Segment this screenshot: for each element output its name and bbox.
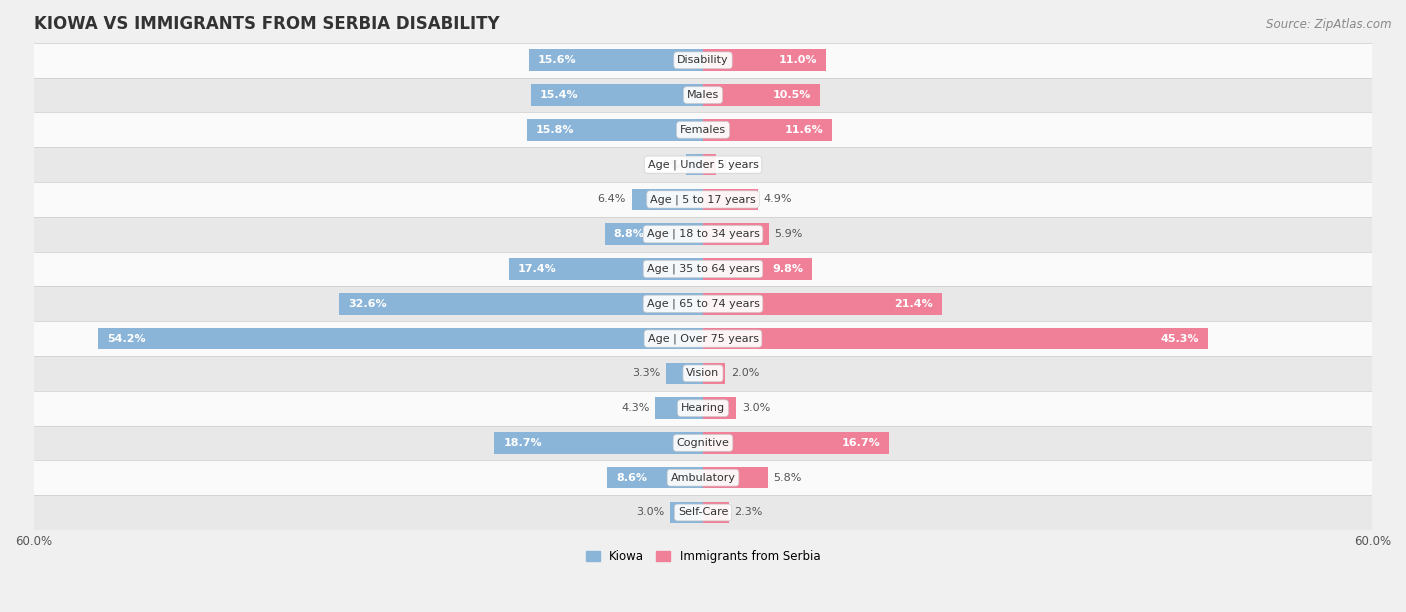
Text: 32.6%: 32.6%	[349, 299, 387, 309]
Text: 17.4%: 17.4%	[517, 264, 557, 274]
Bar	[34, 460, 1372, 495]
Bar	[605, 223, 703, 245]
Bar	[495, 432, 703, 453]
Bar	[703, 293, 942, 315]
Text: 3.0%: 3.0%	[742, 403, 770, 413]
Text: 1.2%: 1.2%	[721, 160, 751, 170]
Text: Age | Over 75 years: Age | Over 75 years	[648, 334, 758, 344]
Bar	[703, 397, 737, 419]
Text: Hearing: Hearing	[681, 403, 725, 413]
Bar	[703, 50, 825, 71]
Bar	[666, 362, 703, 384]
Text: KIOWA VS IMMIGRANTS FROM SERBIA DISABILITY: KIOWA VS IMMIGRANTS FROM SERBIA DISABILI…	[34, 15, 499, 33]
Bar	[339, 293, 703, 315]
Bar	[34, 321, 1372, 356]
Text: Age | 65 to 74 years: Age | 65 to 74 years	[647, 299, 759, 309]
Bar	[34, 286, 1372, 321]
Text: 21.4%: 21.4%	[894, 299, 932, 309]
Bar	[703, 258, 813, 280]
Text: 9.8%: 9.8%	[772, 264, 803, 274]
Bar	[703, 328, 1208, 349]
Bar	[34, 495, 1372, 530]
Bar	[529, 50, 703, 71]
Text: 3.0%: 3.0%	[636, 507, 664, 518]
Text: Ambulatory: Ambulatory	[671, 472, 735, 483]
Bar	[631, 188, 703, 210]
Bar	[655, 397, 703, 419]
Bar	[703, 362, 725, 384]
Text: 4.3%: 4.3%	[621, 403, 650, 413]
Bar	[531, 84, 703, 106]
Bar	[703, 84, 820, 106]
Text: 15.4%: 15.4%	[540, 90, 579, 100]
Text: 54.2%: 54.2%	[107, 334, 146, 343]
Text: Cognitive: Cognitive	[676, 438, 730, 448]
Text: 6.4%: 6.4%	[598, 195, 626, 204]
Bar	[34, 78, 1372, 113]
Bar	[703, 119, 832, 141]
Bar	[34, 217, 1372, 252]
Text: 15.6%: 15.6%	[538, 55, 576, 65]
Text: 2.0%: 2.0%	[731, 368, 759, 378]
Bar	[509, 258, 703, 280]
Bar	[703, 432, 890, 453]
Text: Females: Females	[681, 125, 725, 135]
Bar	[527, 119, 703, 141]
Text: 16.7%: 16.7%	[842, 438, 880, 448]
Bar	[686, 154, 703, 176]
Text: 2.3%: 2.3%	[734, 507, 762, 518]
Text: 18.7%: 18.7%	[503, 438, 541, 448]
Bar	[34, 147, 1372, 182]
Text: Age | 5 to 17 years: Age | 5 to 17 years	[650, 194, 756, 204]
Text: Age | Under 5 years: Age | Under 5 years	[648, 159, 758, 170]
Text: Age | 18 to 34 years: Age | 18 to 34 years	[647, 229, 759, 239]
Text: 15.8%: 15.8%	[536, 125, 574, 135]
Text: 11.6%: 11.6%	[785, 125, 824, 135]
Text: Males: Males	[688, 90, 718, 100]
Text: Age | 35 to 64 years: Age | 35 to 64 years	[647, 264, 759, 274]
Text: 5.9%: 5.9%	[775, 230, 803, 239]
Bar	[34, 43, 1372, 78]
Bar	[607, 467, 703, 488]
Bar	[34, 390, 1372, 425]
Bar	[34, 425, 1372, 460]
Text: Self-Care: Self-Care	[678, 507, 728, 518]
Text: 8.8%: 8.8%	[614, 230, 644, 239]
Bar	[703, 467, 768, 488]
Bar	[34, 252, 1372, 286]
Text: 10.5%: 10.5%	[773, 90, 811, 100]
Text: 3.3%: 3.3%	[633, 368, 661, 378]
Text: 45.3%: 45.3%	[1161, 334, 1199, 343]
Text: Source: ZipAtlas.com: Source: ZipAtlas.com	[1267, 18, 1392, 31]
Bar	[34, 356, 1372, 390]
Text: 5.8%: 5.8%	[773, 472, 801, 483]
Text: 1.5%: 1.5%	[652, 160, 681, 170]
Bar	[98, 328, 703, 349]
Bar	[669, 502, 703, 523]
Bar	[703, 188, 758, 210]
Text: 11.0%: 11.0%	[779, 55, 817, 65]
Bar	[34, 113, 1372, 147]
Bar	[703, 502, 728, 523]
Legend: Kiowa, Immigrants from Serbia: Kiowa, Immigrants from Serbia	[581, 545, 825, 568]
Bar	[34, 182, 1372, 217]
Text: Disability: Disability	[678, 55, 728, 65]
Bar	[703, 154, 717, 176]
Text: 4.9%: 4.9%	[763, 195, 792, 204]
Text: 8.6%: 8.6%	[616, 472, 647, 483]
Text: Vision: Vision	[686, 368, 720, 378]
Bar	[703, 223, 769, 245]
